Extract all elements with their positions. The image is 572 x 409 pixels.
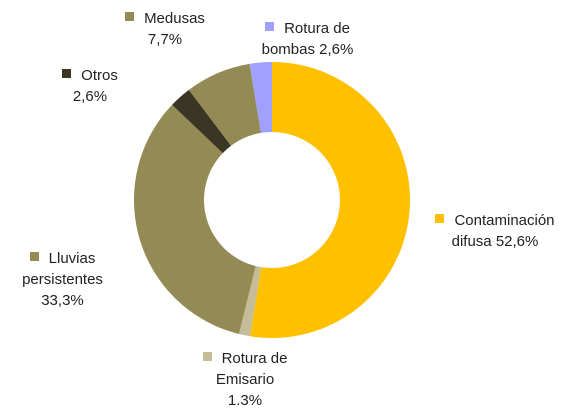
slice	[172, 89, 232, 154]
legend-swatch	[435, 214, 445, 223]
label-name: Lluvias persistentes	[22, 250, 103, 288]
slice	[188, 63, 261, 146]
slice-label: Rotura de bombas 2,6%	[250, 18, 365, 60]
slice	[249, 62, 272, 133]
label-value: 33,3%	[41, 292, 84, 309]
slice	[250, 62, 410, 338]
label-value: 2,6%	[319, 41, 354, 58]
label-value: 1.3%	[227, 392, 263, 409]
legend-swatch	[62, 69, 72, 78]
legend-swatch	[265, 22, 275, 31]
label-name: Medusas	[144, 10, 205, 27]
label-value: 52,6%	[495, 233, 539, 250]
legend-swatch	[29, 252, 39, 261]
legend-swatch	[125, 12, 135, 21]
slice-label: Lluvias persistentes 33,3%	[5, 248, 120, 311]
label-name: Otros	[81, 67, 118, 84]
slice	[238, 266, 262, 337]
slice-label: Rotura de Emisario 1.3%	[190, 348, 300, 409]
label-name: Rotura de bombas	[261, 20, 350, 58]
legend-swatch	[202, 352, 212, 361]
label-name: Contaminación difusa	[451, 212, 555, 250]
slice-label: Otros 2,6%	[55, 65, 125, 107]
label-value: 2,6%	[72, 88, 108, 105]
label-value: 7,7%	[147, 31, 183, 48]
label-name: Rotura de Emisario	[215, 350, 288, 388]
slice	[134, 104, 256, 334]
slice-label: Medusas 7,7%	[110, 8, 220, 50]
slice-label: Contaminación difusa 52,6%	[420, 210, 570, 252]
